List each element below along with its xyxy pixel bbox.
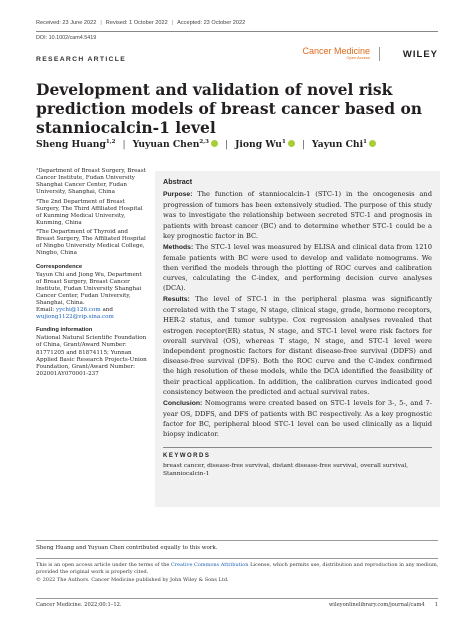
- header-divider: [36, 31, 438, 32]
- page-number: 1: [434, 602, 438, 608]
- abstract-purpose: Purpose: The function of stanniocalcin-1…: [163, 190, 432, 240]
- logo-divider: [379, 47, 380, 61]
- correspondence-title: Correspondence: [36, 263, 83, 270]
- abstract-results: Results: The level of STC-1 in the perip…: [163, 295, 432, 396]
- author-name[interactable]: Yuyuan Chen2,3: [132, 139, 209, 151]
- journal-name: Cancer Medicine: [302, 46, 370, 56]
- funding-title: Funding information: [36, 327, 93, 334]
- page-footer: Cancer Medicine. 2022;00:1–12. wileyonli…: [36, 602, 438, 608]
- keywords-text: breast cancer, disease-free survival, di…: [163, 462, 409, 477]
- copyright: © 2022 The Authors. Cancer Medicine publ…: [36, 576, 229, 583]
- doi[interactable]: DOI: 10.1002/cam4.5419: [36, 35, 97, 41]
- publisher-logo[interactable]: WILEY: [402, 49, 438, 60]
- author-name[interactable]: Yayun Chi1: [311, 139, 367, 151]
- received-date: Received: 23 June 2022: [36, 20, 97, 26]
- orcid-icon[interactable]: [210, 140, 218, 148]
- affiliation: ¹Department of Breast Surgery, Breast Ca…: [36, 168, 146, 196]
- funding-text: National Natural Scientific Foundation o…: [36, 335, 147, 377]
- author-list: Sheng Huang1,2 | Yuyuan Chen2,3 | Jiong …: [36, 139, 376, 150]
- date-separator: |: [171, 20, 174, 26]
- email-link[interactable]: wujiong1122@vip.sina.com: [36, 314, 114, 321]
- keywords-divider: [163, 447, 432, 448]
- journal-logo[interactable]: Cancer Medicine Open Access: [302, 46, 370, 60]
- abstract-methods: Methods: The STC-1 level was measured by…: [163, 242, 432, 293]
- article-type: RESEARCH ARTICLE: [36, 56, 127, 63]
- affiliation: ²The 2nd Department of Breast Surgery, T…: [36, 198, 143, 226]
- sidebar-info: ¹Department of Breast Surgery, Breast Ca…: [36, 168, 148, 380]
- date-separator: |: [100, 20, 102, 26]
- license-divider: [36, 558, 438, 559]
- author-name[interactable]: Jiong Wu1: [235, 139, 286, 151]
- abstract-text: Purpose: The function of stanniocalcin-1…: [163, 189, 432, 439]
- license-text: This is an open access article under the…: [36, 562, 439, 583]
- abstract-heading: Abstract: [163, 177, 193, 186]
- email-link[interactable]: yychi@126.com: [55, 307, 101, 314]
- orcid-icon[interactable]: [368, 140, 376, 148]
- accepted-date: Accepted: 23 October 2022: [177, 20, 246, 26]
- revised-date: Revised: 1 October 2022: [105, 20, 168, 26]
- abstract-conclusion: Conclusion: Nomograms were created based…: [163, 398, 432, 439]
- article-title: Development and validation of novel risk…: [36, 80, 423, 137]
- keywords-heading: KEYWORDS: [163, 452, 211, 459]
- article-dates: Received: 23 June 2022 | Revised: 1 Octo…: [36, 20, 245, 26]
- license-link[interactable]: Creative Commons Attribution: [170, 562, 249, 568]
- author-name[interactable]: Sheng Huang1,2: [36, 139, 116, 151]
- affiliation: ³The Department of Thyroid and Breast Su…: [36, 229, 146, 257]
- journal-subtitle: Open Access: [346, 55, 370, 60]
- footer-divider: [36, 598, 438, 599]
- orcid-icon[interactable]: [287, 140, 295, 148]
- correspondence-text: Yayun Chi and Jiong Wu, Department of Br…: [36, 271, 142, 321]
- equal-contribution-note: Sheng Huang and Yuyuan Chen contributed …: [36, 545, 218, 551]
- citation: Cancer Medicine. 2022;00:1–12.: [36, 602, 122, 608]
- journal-url[interactable]: wileyonlinelibrary.com/journal/cam4: [328, 602, 425, 608]
- footnote-divider: [36, 540, 438, 541]
- abstract-box: Abstract Purpose: The function of stanni…: [155, 171, 440, 507]
